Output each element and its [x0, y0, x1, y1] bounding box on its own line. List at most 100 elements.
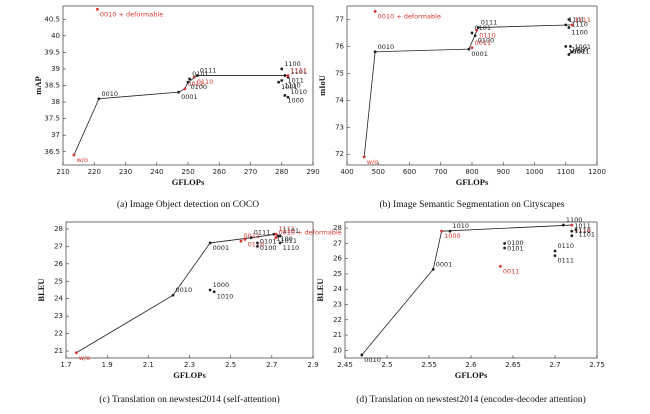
point [276, 234, 280, 238]
y-axis-title: mAP [33, 76, 43, 94]
point [570, 50, 574, 54]
y-tick-label: 36.5 [44, 148, 60, 156]
point [239, 239, 243, 243]
x-tick-label: 800 [465, 168, 478, 176]
point-label: 1010 [453, 222, 470, 230]
point [564, 45, 568, 48]
point [286, 95, 290, 99]
point-label: 1001 [575, 43, 592, 51]
point [567, 18, 571, 21]
point [503, 246, 506, 250]
x-tick-label: 240 [150, 168, 163, 176]
point-label: 0001 [471, 50, 488, 58]
x-axis-title: GFLOPs [456, 177, 489, 187]
point [243, 238, 247, 241]
y-tick-label: 39.5 [44, 48, 60, 56]
point [97, 97, 101, 101]
point-label: 1110 [571, 20, 588, 28]
point-label: 1011 [281, 237, 298, 245]
point-label: 1011 [574, 222, 591, 230]
point [373, 9, 377, 13]
point [470, 46, 474, 50]
y-axis-title: BLEU [315, 278, 325, 301]
point [570, 234, 574, 238]
y-tick-label: 77 [335, 15, 344, 23]
x-tick-label: 2.5 [225, 361, 236, 369]
point [183, 87, 187, 91]
point [274, 236, 278, 240]
point-label: 1101 [568, 16, 585, 24]
x-tick-label: 2.7 [549, 361, 560, 369]
point [195, 74, 199, 77]
y-tick-label: 26 [54, 260, 63, 268]
x-tick-label: 1.7 [60, 361, 71, 369]
x-tick-label: 600 [403, 168, 416, 176]
point-label: 0010 + deformable [100, 10, 163, 18]
point-label: 0011 [475, 39, 492, 47]
point-label: 0010 + deformable [378, 12, 441, 20]
point [278, 241, 282, 245]
x-tick-label: 400 [340, 168, 353, 176]
point-label: 0001 [181, 93, 198, 101]
x-tick-label: 700 [434, 168, 447, 176]
y-tick-label: 38.5 [44, 82, 60, 90]
y-tick-label: 26 [333, 255, 342, 263]
x-tick-label: 900 [497, 168, 510, 176]
y-tick-label: 37.5 [44, 115, 60, 123]
x-tick-label: 230 [119, 168, 132, 176]
y-tick-label: 72 [335, 150, 344, 158]
point [499, 264, 502, 268]
point [475, 28, 479, 32]
point-label: 0010 + deformable [278, 229, 341, 237]
y-axis-title: mIoU [317, 75, 327, 96]
point-label: 0110 [248, 240, 265, 248]
y-tick-label: 73 [335, 123, 344, 131]
point-label: 1110 [284, 82, 301, 90]
x-tick-label: 2.1 [143, 361, 154, 369]
point [72, 153, 76, 157]
point-label: 1000 [568, 47, 585, 55]
y-tick-label: 24 [54, 295, 63, 303]
point [467, 47, 471, 51]
point [283, 74, 287, 77]
y-tick-label: 21 [333, 331, 342, 339]
point-label: 0011 [187, 80, 204, 88]
x-tick-label: 260 [213, 168, 226, 176]
point [553, 249, 557, 253]
x-tick-label: 290 [306, 168, 319, 176]
y-tick-label: 28 [54, 225, 63, 233]
point [256, 241, 259, 245]
point-label: 1010 [571, 46, 588, 54]
point-label: 1101 [291, 68, 308, 76]
point-label: 0110 [479, 31, 496, 39]
point [570, 223, 574, 227]
point-label: 1100 [276, 235, 293, 243]
point-label: 1000 [444, 232, 461, 240]
point [440, 229, 443, 233]
x-tick-label: 500 [372, 168, 385, 176]
x-tick-label: 280 [275, 168, 288, 176]
y-tick-label: 21 [54, 347, 63, 355]
point-label: 0010 [364, 356, 381, 364]
point [373, 50, 377, 54]
point [95, 7, 99, 11]
point-label: 1001 [281, 83, 298, 91]
y-tick-label: 22 [54, 330, 63, 338]
x-tick-label: 2.65 [505, 361, 521, 369]
x-axis-title: GFLOPs [173, 370, 206, 380]
y-axis-title: BLEU [36, 278, 46, 301]
point-label: 1111 [278, 225, 295, 233]
y-tick-label: 23 [54, 312, 63, 320]
point [360, 353, 364, 357]
caption: (b) Image Semantic Segmentation on Citys… [380, 199, 565, 210]
x-tick-label: 2.75 [589, 361, 605, 369]
point [256, 245, 259, 248]
point [192, 75, 196, 79]
y-tick-label: 40 [51, 32, 60, 40]
y-tick-label: 23 [333, 301, 342, 309]
point-label: 0111 [254, 229, 271, 237]
point [470, 31, 474, 35]
x-axis-title: GFLOPs [172, 177, 205, 187]
point [274, 232, 278, 236]
